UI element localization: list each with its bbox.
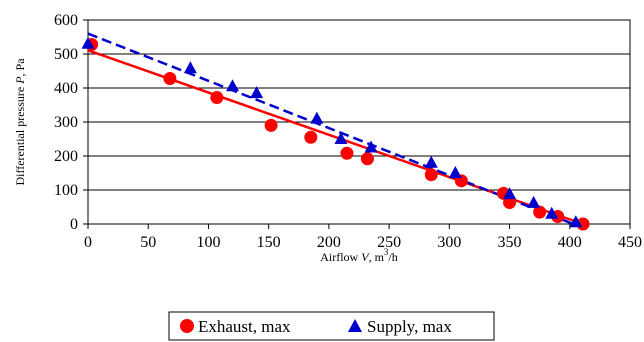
x-tick-label: 300 [437,234,461,251]
y-tick-label: 500 [54,46,78,63]
exhaust-point [210,91,223,104]
exhaust-point [163,72,176,85]
x-axis-label: Airflow V, m3/h [320,247,398,264]
data-markers [82,37,590,231]
x-tick-labels: 0 50 100 150 200 250 300 350 400 450 [84,224,642,251]
supply-point [449,166,462,178]
x-tick-label: 350 [498,234,522,251]
y-tick-label: 600 [54,12,78,29]
exhaust-point [265,119,278,132]
x-tick-label: 400 [558,234,582,251]
y-tick-label: 400 [54,80,78,97]
exhaust-point [304,131,317,144]
supply-point [184,61,197,73]
y-tick-label: 0 [70,216,78,233]
x-tick-label: 0 [84,234,92,251]
y-tick-label: 100 [54,182,78,199]
supply-point [425,156,438,168]
legend-supply-label: Supply, max [367,317,452,336]
x-tick-label: 450 [618,234,642,251]
supply-point [226,79,239,91]
x-tick-label: 150 [257,234,281,251]
grid-lines [88,20,630,224]
legend-exhaust-label: Exhaust, max [198,317,291,336]
supply-point [527,196,540,208]
supply-point [310,112,323,124]
exhaust-point [340,147,353,160]
exhaust-point [361,152,374,165]
y-tick-label: 200 [54,148,78,165]
x-tick-label: 100 [196,234,220,251]
x-tick-label: 200 [317,234,341,251]
y-tick-label: 300 [54,114,78,131]
y-axis-label: Differential pressure P, Pa [13,58,27,186]
exhaust-point [425,168,438,181]
x-tick-label: 50 [140,234,156,251]
y-tick-labels: 0 100 200 300 400 500 600 [54,12,88,233]
legend: Exhaust, max Supply, max [169,312,494,340]
x-tick-label: 250 [377,234,401,251]
legend-exhaust-marker [180,319,194,333]
